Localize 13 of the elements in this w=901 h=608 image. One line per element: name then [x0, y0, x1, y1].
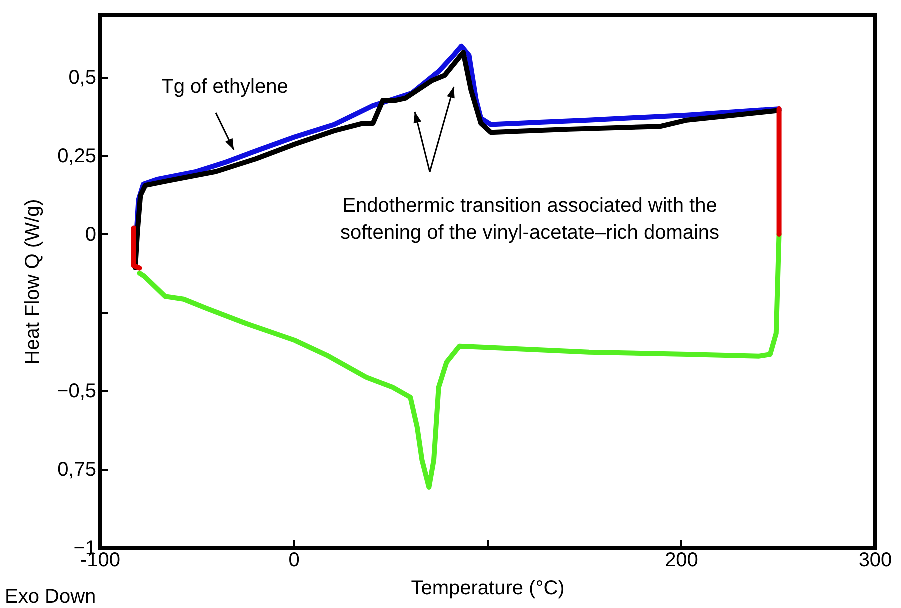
y-tick-label: 0,75: [58, 459, 96, 482]
x-tick-label: 300: [858, 550, 892, 572]
text: Exo Down: [5, 586, 96, 608]
y-tick-label: −0,5: [57, 380, 96, 403]
x-axis-title: Temperature (°C): [411, 578, 565, 600]
x-tick-label: 200: [665, 550, 698, 572]
y-tick-label: 0,25: [58, 146, 96, 168]
annotation: Endothermic transition associated with the softening of the vinyl-acetate–rich domains: [340, 195, 720, 244]
y-tick-label: 0,5: [68, 67, 96, 90]
x-tick-label: 0: [288, 550, 300, 572]
y-axis-title: Heat Flow Q (W/g): [22, 199, 44, 365]
y-tick-label: 0: [85, 224, 96, 246]
annotation: Tg of ethylene: [162, 76, 288, 98]
